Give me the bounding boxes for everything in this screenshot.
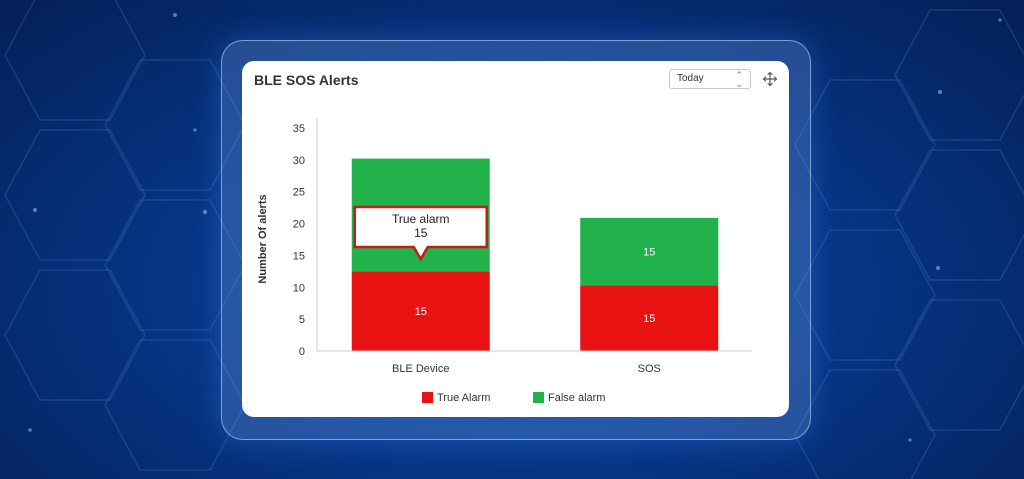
tooltip-value: 15	[414, 226, 428, 240]
legend-label: False alarm	[548, 392, 606, 404]
period-select-value: Today	[677, 73, 704, 84]
legend-swatch	[533, 392, 544, 403]
y-tick-label: 15	[293, 250, 305, 262]
x-tick-label: SOS	[638, 363, 661, 375]
legend-swatch	[422, 392, 433, 403]
y-axis: 0 5 10 15 20 25 30 35	[293, 118, 318, 358]
x-axis: BLE Device SOS	[317, 350, 752, 375]
bar-value-labels: 15 15 15	[415, 247, 656, 326]
legend-label: True Alarm	[437, 392, 491, 404]
tooltip-box	[353, 205, 488, 262]
card-title: BLE SOS Alerts	[254, 72, 359, 88]
y-tick-label: 35	[293, 123, 305, 135]
tooltip-title: True alarm	[392, 212, 450, 226]
y-axis-label: Number Of alerts	[257, 194, 269, 283]
x-tick-label: BLE Device	[392, 363, 449, 375]
alerts-card: BLE SOS Alerts Today ⌃ ⌄ 0 5 10 15 20 25 30 35 1…	[242, 61, 789, 417]
y-tick-label: 20	[293, 219, 305, 231]
bar-segment[interactable]	[351, 271, 490, 351]
y-tick-label: 25	[293, 187, 305, 199]
y-tick-label: 30	[293, 155, 305, 167]
up-down-chevron-icon: ⌃ ⌄	[735, 70, 743, 89]
y-tick-label: 0	[299, 346, 305, 358]
bar-segment[interactable]	[580, 217, 719, 286]
stacked-bar-chart: 0 5 10 15 20 25 30 35 15 15 15 BLE Device SOS Numb…	[257, 118, 752, 375]
bar-value-label: 15	[643, 247, 655, 259]
y-tick-label: 5	[299, 314, 305, 326]
move-arrows-icon[interactable]	[762, 71, 778, 87]
legend-item[interactable]: True Alarm	[422, 392, 490, 404]
y-tick-label: 10	[293, 282, 305, 294]
bar-segment[interactable]	[580, 285, 719, 351]
period-select[interactable]: Today ⌃ ⌄	[669, 69, 751, 89]
bar-value-label: 15	[415, 306, 427, 318]
legend-item[interactable]: False alarm	[533, 392, 605, 404]
bars	[351, 158, 719, 351]
bar-value-label: 15	[643, 313, 655, 325]
